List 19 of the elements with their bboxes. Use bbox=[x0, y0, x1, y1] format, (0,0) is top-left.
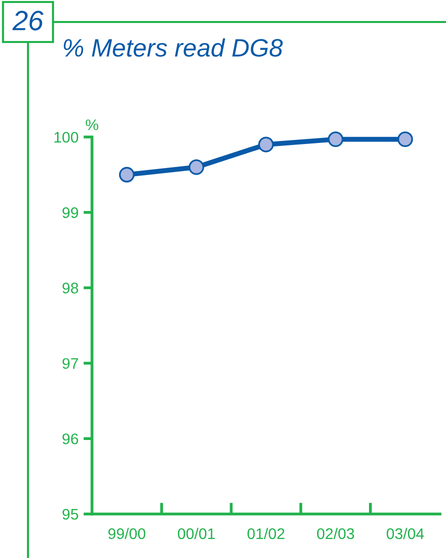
point bbox=[119, 166, 135, 182]
x-tick-label: 01/02 bbox=[247, 528, 284, 540]
x-tick-label: 02/03 bbox=[317, 528, 354, 540]
y-tick-label: 99 bbox=[62, 207, 78, 218]
y-tick-label: 100 bbox=[54, 132, 78, 143]
x-tick-label: 99/00 bbox=[108, 528, 146, 540]
point bbox=[328, 131, 344, 148]
x-tick-label: 00/01 bbox=[178, 528, 215, 540]
x-tick-label: 03/04 bbox=[386, 528, 424, 540]
chart-title: % Meters read DG8 bbox=[64, 38, 283, 57]
y-axis-title: % bbox=[86, 119, 98, 130]
text: 26 bbox=[12, 10, 44, 30]
y-tick-label: 98 bbox=[62, 282, 78, 294]
y-tick-label: 96 bbox=[62, 433, 78, 444]
y-tick-label: 95 bbox=[62, 508, 78, 520]
y-tick-label: 97 bbox=[62, 358, 78, 369]
point bbox=[258, 136, 274, 152]
point bbox=[188, 159, 204, 175]
point bbox=[397, 131, 413, 148]
